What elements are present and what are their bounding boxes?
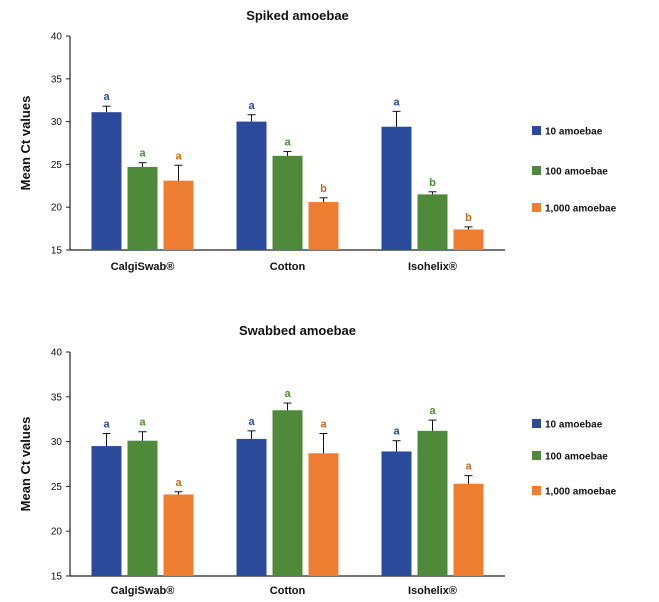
x-category-label: CalgiSwab® <box>111 585 175 597</box>
bar <box>453 483 484 576</box>
significance-letter: a <box>429 405 436 417</box>
bar <box>163 494 194 576</box>
bar <box>417 430 448 576</box>
y-tick-label: 20 <box>51 527 63 538</box>
significance-letter: a <box>139 148 146 160</box>
significance-letter: a <box>175 150 182 162</box>
swabbed-amoebae-chart: Swabbed amoebae Mean Ct values 15 20 25 30 35 4… <box>18 323 617 597</box>
bar <box>381 451 412 576</box>
legend-swatch <box>532 126 541 135</box>
significance-letter: a <box>393 426 400 438</box>
significance-letter: a <box>248 100 255 112</box>
significance-letter: b <box>320 183 327 195</box>
bar <box>381 126 412 250</box>
significance-letter: b <box>429 177 436 189</box>
bar <box>272 155 303 250</box>
significance-letter: a <box>175 477 182 489</box>
legend-label: 10 amoebae <box>545 420 603 431</box>
y-tick-label: 30 <box>51 117 63 128</box>
bar <box>236 121 267 250</box>
bar <box>91 112 122 251</box>
significance-letter: a <box>320 419 327 431</box>
bar <box>236 438 267 576</box>
significance-letter: a <box>103 419 110 431</box>
significance-letter: a <box>248 416 255 428</box>
bar <box>417 194 448 250</box>
y-tick-label: 25 <box>51 160 63 171</box>
bar <box>163 180 194 250</box>
legend-swatch <box>532 419 541 428</box>
y-tick-label: 30 <box>51 437 63 448</box>
x-category-label: Isohelix® <box>408 261 457 273</box>
y-tick-label: 15 <box>51 572 63 583</box>
legend-label: 1,000 amoebae <box>545 487 617 498</box>
bar <box>272 410 303 576</box>
y-tick-label: 40 <box>51 32 63 43</box>
y-tick-label: 15 <box>51 246 63 257</box>
bar <box>127 440 158 576</box>
legend-swatch <box>532 451 541 460</box>
significance-letter: b <box>465 212 472 224</box>
legend-swatch <box>532 203 541 212</box>
x-category-label: CalgiSwab® <box>111 261 175 273</box>
bar <box>91 446 122 576</box>
chart-title: Swabbed amoebae <box>239 323 356 338</box>
y-tick-label: 40 <box>51 348 63 359</box>
x-category-label: Isohelix® <box>408 585 457 597</box>
significance-letter: a <box>139 417 146 429</box>
significance-letter: a <box>393 96 400 108</box>
significance-letter: a <box>465 461 472 473</box>
legend-label: 100 amoebae <box>545 167 608 178</box>
legend-label: 10 amoebae <box>545 127 603 138</box>
chart-title: Spiked amoebae <box>246 8 349 23</box>
significance-letter: a <box>284 137 291 149</box>
legend-label: 1,000 amoebae <box>545 204 617 215</box>
x-category-label: Cotton <box>270 261 306 273</box>
spiked-amoebae-chart: Spiked amoebae Mean Ct values 15 20 25 30 35 40… <box>18 8 617 273</box>
legend-swatch <box>532 166 541 175</box>
bar <box>308 202 339 250</box>
y-tick-label: 35 <box>51 392 63 403</box>
y-axis-label: Mean Ct values <box>18 417 33 512</box>
x-category-label: Cotton <box>270 585 306 597</box>
y-tick-label: 20 <box>51 203 63 214</box>
bar <box>127 166 158 250</box>
legend-swatch <box>532 486 541 495</box>
legend-label: 100 amoebae <box>545 452 608 463</box>
y-axis-label: Mean Ct values <box>18 96 33 191</box>
y-tick-label: 35 <box>51 74 63 85</box>
bar <box>308 453 339 576</box>
significance-letter: a <box>103 91 110 103</box>
bar <box>453 229 484 250</box>
y-tick-label: 25 <box>51 482 63 493</box>
significance-letter: a <box>284 388 291 400</box>
